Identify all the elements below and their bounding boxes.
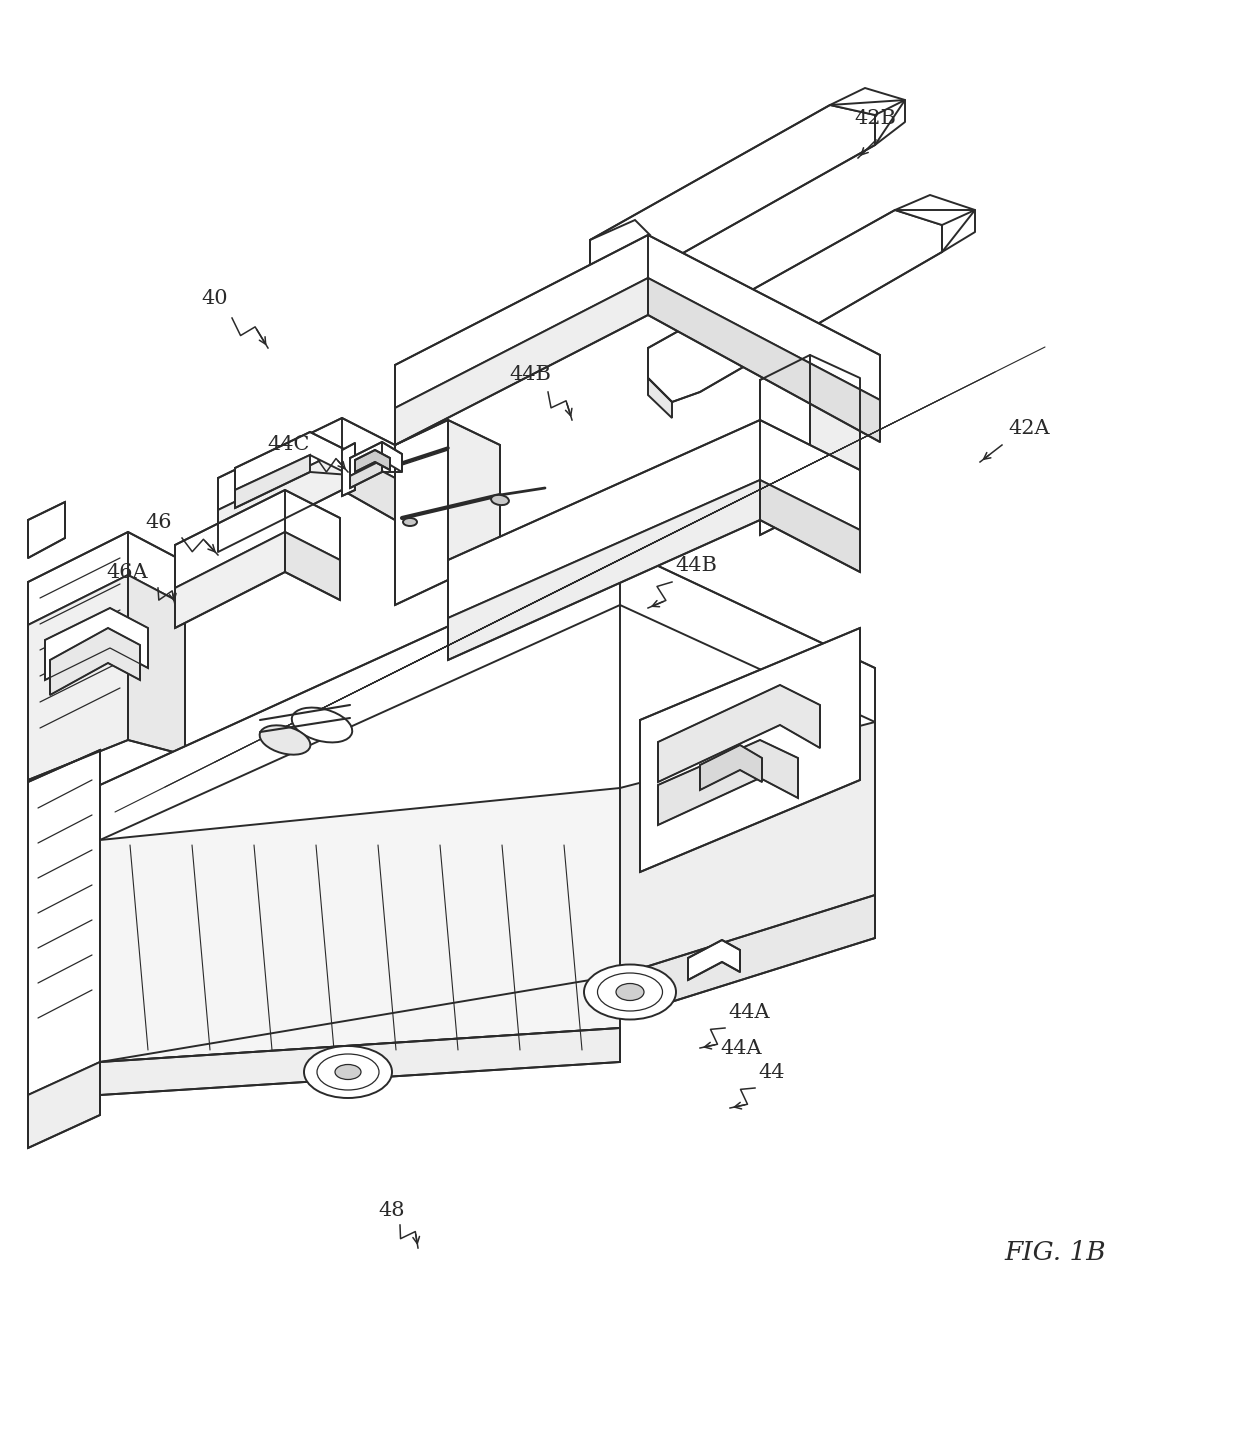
Polygon shape [396, 278, 649, 445]
Polygon shape [45, 609, 148, 680]
Text: 44B: 44B [510, 365, 551, 384]
Polygon shape [128, 576, 185, 755]
Polygon shape [29, 750, 100, 1095]
Text: 44A: 44A [720, 1038, 761, 1057]
Polygon shape [29, 533, 185, 624]
Polygon shape [342, 442, 355, 495]
Polygon shape [760, 480, 861, 571]
Polygon shape [830, 87, 905, 115]
Polygon shape [658, 740, 799, 825]
Polygon shape [100, 1028, 620, 1095]
Text: 44B: 44B [675, 556, 717, 574]
Text: 44C: 44C [268, 434, 310, 454]
Polygon shape [218, 418, 396, 510]
Polygon shape [640, 629, 861, 872]
Polygon shape [760, 355, 810, 536]
Polygon shape [236, 455, 310, 508]
Polygon shape [590, 105, 875, 291]
Polygon shape [350, 442, 402, 475]
Polygon shape [396, 420, 448, 604]
Polygon shape [620, 895, 875, 1018]
Polygon shape [448, 420, 500, 609]
Polygon shape [236, 432, 350, 490]
Polygon shape [448, 480, 760, 660]
Ellipse shape [335, 1064, 361, 1080]
Polygon shape [590, 265, 610, 305]
Polygon shape [100, 548, 875, 841]
Polygon shape [590, 221, 650, 275]
Polygon shape [342, 450, 396, 520]
Polygon shape [895, 195, 975, 225]
Polygon shape [218, 450, 342, 551]
Polygon shape [50, 629, 140, 695]
Polygon shape [100, 788, 620, 1063]
Text: 42B: 42B [854, 109, 897, 127]
Polygon shape [285, 533, 340, 600]
Polygon shape [175, 490, 340, 589]
Text: 42A: 42A [1008, 418, 1049, 438]
Ellipse shape [291, 707, 352, 742]
Text: 46: 46 [145, 513, 172, 531]
Polygon shape [620, 722, 875, 975]
Polygon shape [29, 1063, 100, 1148]
Polygon shape [658, 684, 820, 782]
Polygon shape [701, 745, 763, 790]
Polygon shape [396, 235, 880, 408]
Ellipse shape [304, 1045, 392, 1098]
Polygon shape [688, 939, 740, 979]
Ellipse shape [403, 518, 417, 526]
Ellipse shape [598, 972, 662, 1011]
Polygon shape [448, 420, 861, 619]
Text: 46A: 46A [107, 563, 148, 581]
Ellipse shape [259, 726, 310, 755]
Polygon shape [29, 503, 64, 558]
Text: FIG. 1B: FIG. 1B [1004, 1240, 1106, 1264]
Polygon shape [649, 378, 672, 418]
Text: 44: 44 [758, 1063, 785, 1081]
Polygon shape [175, 533, 285, 629]
Polygon shape [810, 355, 861, 533]
Ellipse shape [616, 984, 644, 1001]
Polygon shape [355, 450, 391, 473]
Polygon shape [29, 576, 128, 780]
Ellipse shape [584, 965, 676, 1020]
Ellipse shape [317, 1054, 379, 1090]
Polygon shape [350, 460, 382, 488]
Ellipse shape [491, 495, 508, 505]
Polygon shape [649, 278, 880, 442]
Text: 44A: 44A [728, 1002, 770, 1021]
Text: 40: 40 [202, 288, 228, 308]
Polygon shape [649, 211, 942, 402]
Text: 48: 48 [378, 1200, 405, 1220]
